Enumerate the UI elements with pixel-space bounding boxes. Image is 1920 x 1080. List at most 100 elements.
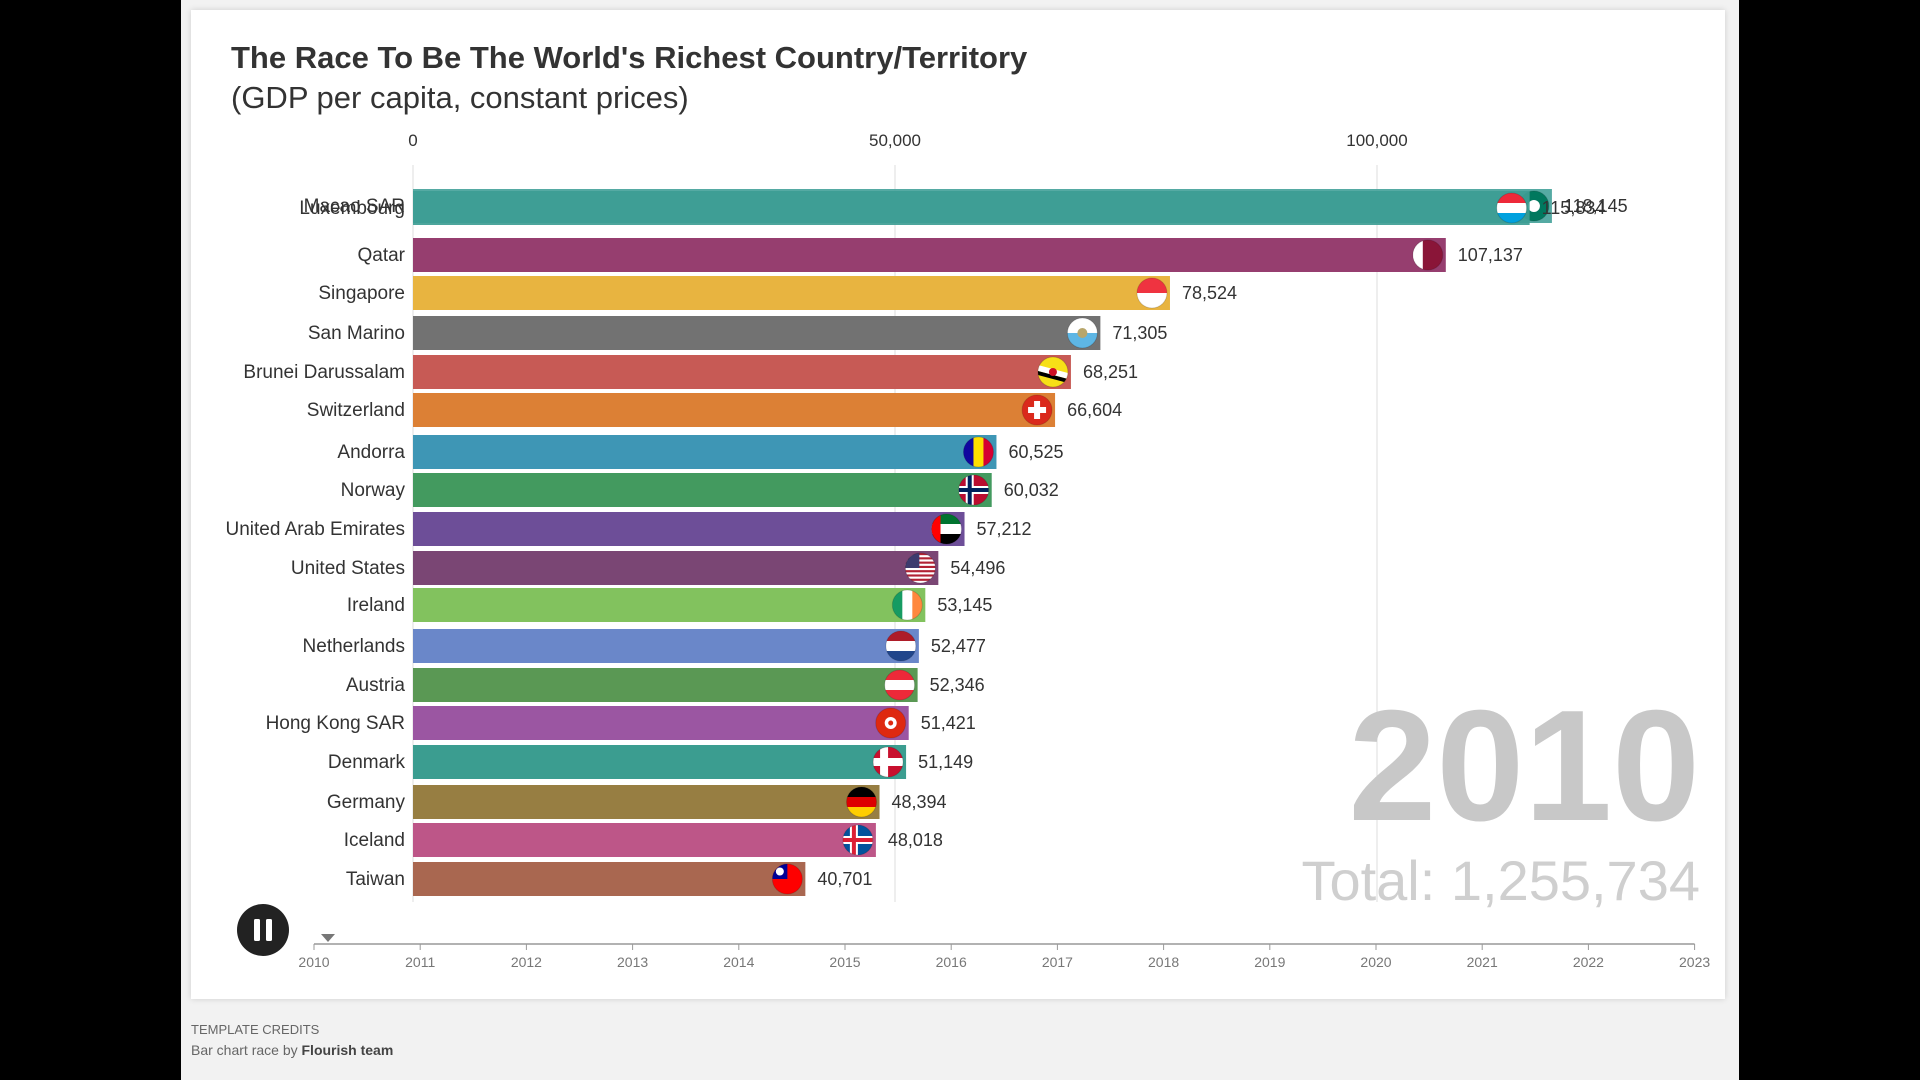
pause-button[interactable] bbox=[237, 904, 289, 956]
usa-flag-icon bbox=[905, 553, 936, 583]
denmark-flag-icon bbox=[873, 747, 904, 777]
flag-part bbox=[884, 680, 915, 691]
flag-border bbox=[842, 824, 874, 856]
flag-part bbox=[1496, 203, 1527, 214]
bar-label: Taiwan bbox=[346, 869, 405, 890]
bar-label: Austria bbox=[346, 675, 406, 696]
bar-row-austria: Austria 52,346 bbox=[346, 668, 985, 702]
flag-part bbox=[1496, 193, 1527, 204]
timeline-handle[interactable] bbox=[321, 934, 335, 942]
bar bbox=[413, 588, 926, 622]
flag-part bbox=[963, 437, 974, 467]
flag-border bbox=[962, 436, 994, 468]
bar-value: 115,834 bbox=[1542, 198, 1606, 218]
bar-value: 51,149 bbox=[918, 752, 973, 772]
flag-border bbox=[958, 474, 990, 506]
flag-part bbox=[846, 807, 877, 817]
flag-part bbox=[905, 557, 936, 560]
flag-border bbox=[1136, 277, 1168, 309]
flag-border bbox=[1066, 317, 1098, 349]
template-credits: TEMPLATE CREDITS Bar chart race by Flour… bbox=[191, 1020, 393, 1060]
bar-label: Switzerland bbox=[307, 400, 405, 421]
flag-part bbox=[842, 838, 873, 842]
bar-label: Netherlands bbox=[303, 636, 405, 657]
bar bbox=[413, 276, 1170, 310]
credits-author-link[interactable]: Flourish team bbox=[301, 1042, 394, 1058]
singapore-flag-icon bbox=[1136, 278, 1167, 308]
bar-value: 118,145 bbox=[1564, 196, 1628, 216]
flag-part bbox=[1037, 371, 1068, 383]
flag-part bbox=[1496, 213, 1527, 223]
flag-part bbox=[880, 747, 889, 777]
bar-row-netherlands: Netherlands 52,477 bbox=[303, 629, 986, 663]
flag-part bbox=[931, 514, 941, 544]
bar-value: 52,477 bbox=[931, 636, 986, 656]
timeline-year-label: 2022 bbox=[1573, 954, 1604, 970]
bar bbox=[413, 512, 965, 546]
flag-part bbox=[967, 475, 972, 505]
chart-subtitle: (GDP per capita, constant prices) bbox=[231, 80, 689, 115]
bar-label: Andorra bbox=[337, 442, 405, 463]
flag-part bbox=[885, 631, 916, 642]
flag-border bbox=[931, 513, 963, 545]
x-tick-label: 0 bbox=[408, 131, 417, 150]
flag-border bbox=[872, 746, 904, 778]
bar bbox=[413, 706, 909, 740]
flag-part bbox=[1412, 240, 1423, 270]
bar bbox=[413, 191, 1530, 225]
flag-border bbox=[771, 863, 803, 895]
luxembourg-flag-icon bbox=[1496, 193, 1527, 223]
flag-border bbox=[884, 669, 916, 701]
flag-part bbox=[931, 534, 962, 544]
bar-value: 48,018 bbox=[888, 830, 943, 850]
flag-part bbox=[905, 570, 936, 573]
bar-value: 57,212 bbox=[977, 519, 1032, 539]
bar-row-ireland: Ireland 53,145 bbox=[347, 588, 992, 622]
year-watermark: 2010 bbox=[1349, 678, 1701, 854]
flag-part bbox=[905, 574, 936, 578]
flag-border bbox=[1021, 394, 1053, 426]
timeline-year-label: 2014 bbox=[723, 954, 754, 970]
timeline-year-label: 2018 bbox=[1148, 954, 1179, 970]
timeline-year-label: 2023 bbox=[1679, 954, 1710, 970]
flag-part bbox=[905, 576, 936, 580]
flag-part bbox=[905, 563, 936, 567]
bar-label: Qatar bbox=[357, 245, 405, 266]
bar-value: 52,346 bbox=[930, 675, 985, 695]
bar bbox=[413, 551, 939, 585]
flag-part bbox=[905, 565, 936, 569]
qatar-flag-icon bbox=[1412, 240, 1443, 270]
flag-part bbox=[851, 825, 856, 855]
flag-part bbox=[905, 580, 936, 583]
flag-part bbox=[905, 578, 936, 582]
timeline-year-label: 2017 bbox=[1042, 954, 1073, 970]
chart-card: The Race To Be The World's Richest Count… bbox=[191, 10, 1725, 999]
flag-part bbox=[884, 670, 915, 681]
bar-row-brunei-darussalam: Brunei Darussalam 68,251 bbox=[243, 355, 1138, 389]
bar bbox=[413, 668, 918, 702]
bar-value: 107,137 bbox=[1458, 245, 1523, 265]
flag-border bbox=[1496, 192, 1528, 224]
timeline-year-label: 2010 bbox=[298, 954, 329, 970]
norway-flag-icon bbox=[958, 475, 989, 505]
timeline-year-label: 2011 bbox=[405, 954, 435, 970]
bar bbox=[413, 473, 992, 507]
pause-button-bg[interactable] bbox=[237, 904, 289, 956]
timeline[interactable]: 2010 2011 2012 2013 2014 2015 2016 2017 2018 2019… bbox=[298, 934, 1710, 970]
pause-icon bbox=[254, 919, 260, 941]
bar-row-taiwan: Taiwan 40,701 bbox=[346, 862, 872, 896]
flag-part bbox=[931, 524, 962, 535]
bar-label: Macao SAR bbox=[304, 196, 405, 217]
bar-row-switzerland: Switzerland 66,604 bbox=[307, 393, 1122, 427]
flag-border bbox=[875, 707, 907, 739]
bar-label: Iceland bbox=[344, 830, 405, 851]
bar-label: Denmark bbox=[328, 752, 406, 773]
flag-part bbox=[905, 555, 936, 558]
bar bbox=[413, 316, 1101, 350]
bar-row-germany: Germany 48,394 bbox=[327, 785, 947, 819]
chart-page: The Race To Be The World's Richest Count… bbox=[181, 0, 1739, 1080]
bar-label: Singapore bbox=[318, 283, 405, 304]
bar-value: 51,421 bbox=[921, 713, 976, 733]
flag-part bbox=[884, 690, 915, 700]
